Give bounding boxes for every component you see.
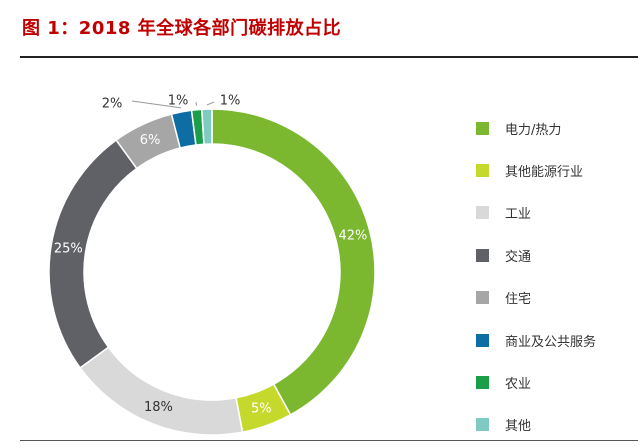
- slice-label-3: 25%: [54, 242, 83, 257]
- legend-label: 商业及公共服务: [505, 334, 597, 350]
- legend-swatch: [476, 121, 489, 135]
- slice-2: [79, 346, 244, 436]
- legend-item-6: 农业: [476, 361, 596, 403]
- bottom-rule: [20, 440, 638, 441]
- legend-item-1: 其他能源行业: [476, 149, 596, 191]
- slice-label-6: 1%: [168, 94, 189, 109]
- legend-swatch: [476, 418, 489, 432]
- legend-item-5: 商业及公共服务: [476, 319, 596, 361]
- slice-0: [211, 108, 376, 416]
- leader-line-6: [195, 101, 197, 106]
- legend-label: 其他能源行业: [505, 165, 584, 181]
- legend-swatch: [476, 291, 489, 305]
- slice-label-5: 2%: [102, 97, 123, 112]
- label-leader-lines: [131, 100, 215, 109]
- legend-swatch: [476, 333, 489, 347]
- legend-swatch: [476, 376, 489, 390]
- legend-swatch: [476, 206, 489, 220]
- slice-label-0: 42%: [338, 228, 367, 243]
- legend-swatch: [476, 164, 489, 178]
- legend-label: 住宅: [505, 292, 532, 308]
- legend-item-3: 交通: [476, 234, 596, 276]
- chart-legend: 电力/热力其他能源行业 工业交通住宅商业及公共服务 农业其他: [476, 107, 596, 446]
- slice-label-4: 6%: [140, 133, 161, 148]
- leader-line-5: [131, 100, 182, 109]
- legend-label: 工业: [505, 207, 532, 223]
- legend-item-2: 工业: [476, 192, 596, 234]
- legend-label: 电力/热力: [505, 122, 562, 138]
- slice-label-2: 18%: [144, 400, 173, 415]
- leader-line-7: [206, 101, 215, 106]
- donut-slices: [48, 108, 376, 436]
- legend-label: 农业: [505, 377, 532, 393]
- legend-swatch: [476, 248, 489, 262]
- page-title: 图 1：2018 年全球各部门碳排放占比: [22, 18, 342, 39]
- legend-label: 交通: [505, 249, 532, 265]
- legend-item-7: 其他: [476, 404, 596, 446]
- slice-7: [200, 108, 213, 146]
- legend-item-4: 住宅: [476, 277, 596, 319]
- legend-item-0: 电力/热力: [476, 107, 596, 149]
- slice-labels: 42% 5% 18% 25% 6% 2% 1% 1%: [54, 94, 368, 417]
- slice-label-7: 1%: [220, 94, 241, 109]
- slice-label-1: 5%: [251, 401, 272, 416]
- title-underline: [20, 56, 638, 58]
- legend-label: 其他: [505, 419, 532, 435]
